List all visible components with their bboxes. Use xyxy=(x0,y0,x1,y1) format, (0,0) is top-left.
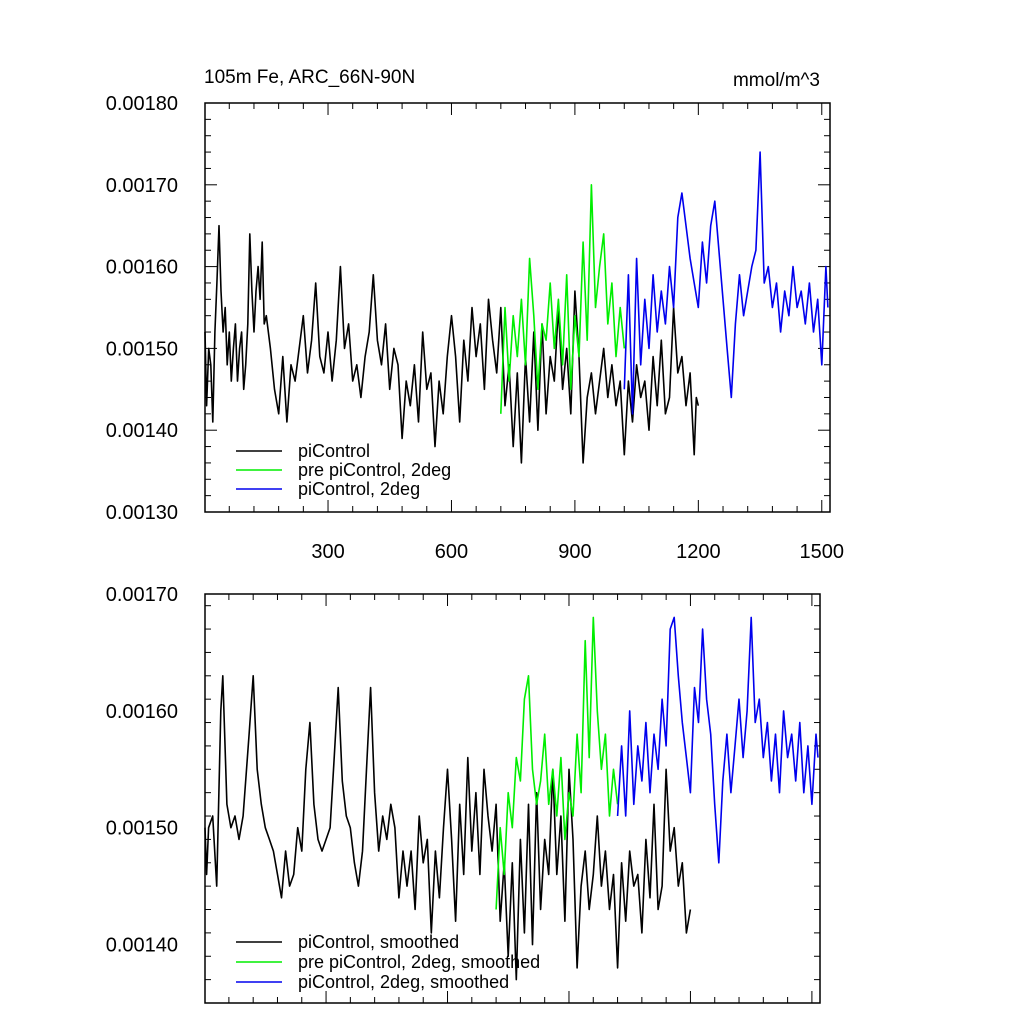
legend-label: piControl, 2deg, smoothed xyxy=(298,972,509,992)
x-tick-label: 1500 xyxy=(800,541,845,563)
bottom-axis-ticks: 0.00140 0.00150 0.00160 0.00170 xyxy=(106,584,820,1004)
series-line xyxy=(500,184,626,414)
legend-label: piControl, 2deg xyxy=(298,479,420,499)
series-line xyxy=(495,616,619,910)
y-tick-label: 0.00140 xyxy=(106,935,178,957)
x-tick-label: 1200 xyxy=(676,541,721,563)
legend-label: piControl, smoothed xyxy=(298,932,459,952)
bottom-plot-frame xyxy=(204,593,821,1004)
y-tick-label: 0.00150 xyxy=(106,338,178,360)
bottom-panel: 0.00140 0.00150 0.00160 0.00170 piControl, … xyxy=(106,584,821,1004)
legend-label: piControl xyxy=(298,441,370,461)
top-series-group xyxy=(204,151,829,464)
x-tick-label: 900 xyxy=(558,541,591,563)
y-tick-label: 0.00180 xyxy=(106,93,178,115)
y-tick-label: 0.00170 xyxy=(106,175,178,197)
series-line xyxy=(204,224,700,464)
series-line xyxy=(623,151,829,415)
legend-label: pre piControl, 2deg, smoothed xyxy=(298,952,540,972)
y-tick-label: 0.00160 xyxy=(106,257,178,279)
y-tick-label: 0.00170 xyxy=(106,584,178,606)
y-tick-label: 0.00130 xyxy=(106,502,178,524)
y-tick-label: 0.00150 xyxy=(106,818,178,840)
x-tick-label: 300 xyxy=(311,541,344,563)
series-line xyxy=(616,616,819,864)
chart-title: 105m Fe, ARC_66N-90N xyxy=(204,67,415,88)
bottom-series-group xyxy=(204,616,819,981)
x-tick-label: 600 xyxy=(435,541,468,563)
top-panel: 105m Fe, ARC_66N-90N mmol/m^3 0.001300.0… xyxy=(106,67,844,563)
legend-label: pre piControl, 2deg xyxy=(298,460,451,480)
y-tick-label: 0.00160 xyxy=(106,701,178,723)
units-label: mmol/m^3 xyxy=(733,70,820,91)
series-line xyxy=(204,675,692,981)
top-plot-frame xyxy=(204,102,831,513)
y-tick-label: 0.00140 xyxy=(106,420,178,442)
top-axis-ticks: 0.00130 0.00140 0.00150 0.00160 0.00170 0.001… xyxy=(106,93,844,563)
